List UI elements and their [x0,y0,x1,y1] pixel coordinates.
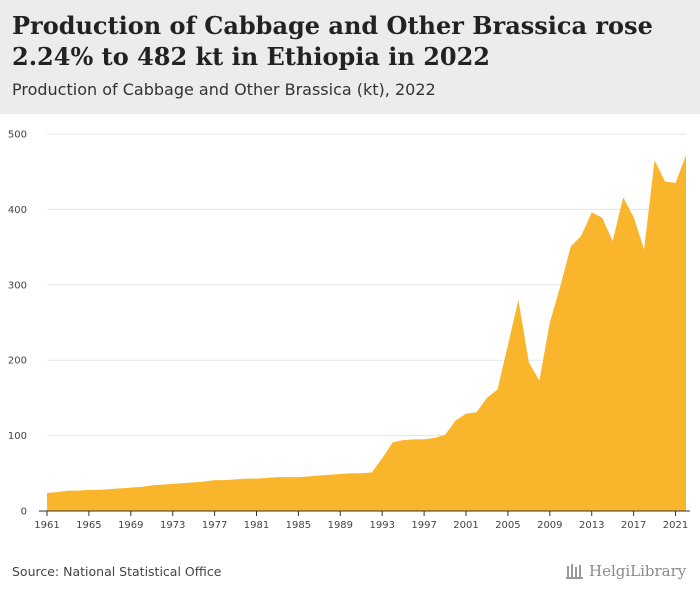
y-tick-label: 500 [8,130,27,141]
x-tick-label: 1989 [328,520,353,531]
x-tick-label: 1965 [76,520,101,531]
y-tick-label: 400 [8,205,27,216]
x-tick-label: 2001 [453,520,478,531]
x-tick-label: 1981 [244,520,269,531]
y-tick-label: 0 [21,507,27,518]
logo-text: HelgiLibrary [589,562,687,580]
library-building-icon [566,564,583,579]
x-tick-label: 2021 [663,520,688,531]
x-tick-label: 1993 [369,520,394,531]
y-tick-label: 300 [8,280,27,291]
chart-header: Production of Cabbage and Other Brassica… [0,0,700,114]
y-tick-label: 200 [8,356,27,367]
x-tick-label: 1985 [286,520,311,531]
x-tick-label: 1961 [34,520,59,531]
x-tick-label: 1977 [202,520,227,531]
x-tick-label: 1973 [160,520,185,531]
x-tick-label: 2009 [537,520,562,531]
y-tick-label: 100 [8,431,27,442]
helgi-library-logo: HelgiLibrary [566,562,686,580]
x-tick-label: 2013 [579,520,604,531]
x-tick-label: 1997 [411,520,436,531]
area-series [47,155,686,512]
x-tick-label: 2005 [495,520,520,531]
chart-subtitle: Production of Cabbage and Other Brassica… [12,80,436,99]
area-chart: 0 100 200 300 400 500 1961 1965 1969 1973 1977 1981… [8,130,690,531]
x-tick-label: 2017 [621,520,646,531]
chart-title: Production of Cabbage and Other Brassica… [12,11,653,71]
x-tick-label: 1969 [118,520,143,531]
source-note: Source: National Statistical Office [12,564,222,579]
